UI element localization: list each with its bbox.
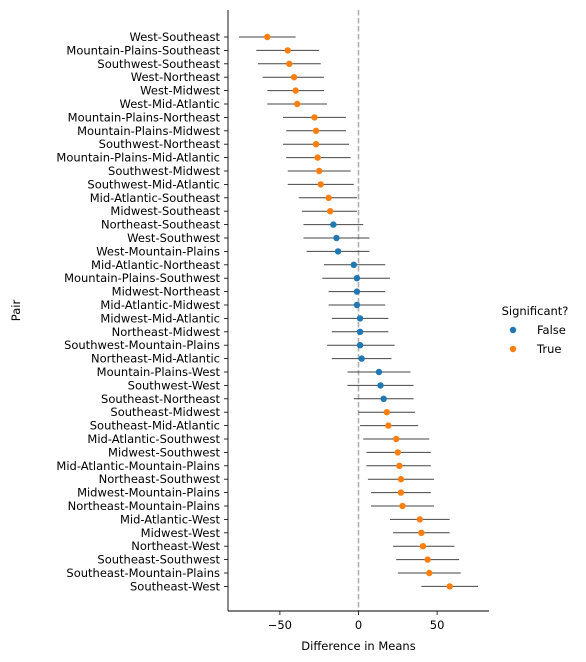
- y-tick-label: Northeast-Mid-Atlantic: [91, 352, 220, 366]
- x-tick-label: 50: [430, 618, 445, 632]
- mean-point: [264, 33, 271, 41]
- y-tick-label: West-Mid-Atlantic: [120, 97, 220, 111]
- y-tick-label: Mid-Atlantic-Southeast: [90, 191, 221, 205]
- mean-point: [375, 368, 383, 376]
- mean-point: [356, 342, 364, 349]
- mean-point: [315, 167, 323, 175]
- y-tick-label: Mountain-Plains-Southwest: [64, 271, 220, 285]
- y-tick-label: Midwest-West: [141, 526, 221, 540]
- y-tick-label: Southeast-Midwest: [110, 405, 220, 419]
- legend: Significant? False True: [502, 304, 569, 356]
- y-tick-label: Southeast-Mountain-Plains: [66, 566, 220, 580]
- legend-title: Significant?: [502, 304, 569, 318]
- y-tick-label: Mountain-Plains-Midwest: [77, 124, 220, 138]
- mean-point: [416, 516, 424, 523]
- mean-point: [397, 476, 405, 483]
- mean-point: [419, 543, 427, 550]
- y-tick-label: Southeast-Southwest: [97, 553, 220, 567]
- mean-point: [333, 234, 340, 242]
- y-tick-label: Midwest-Mid-Atlantic: [100, 311, 220, 325]
- mean-point: [393, 435, 400, 443]
- y-tick-label: Mountain-Plains-Mid-Atlantic: [56, 151, 220, 165]
- mean-point: [353, 301, 361, 309]
- y-tick-label: Midwest-Southwest: [108, 445, 220, 459]
- mean-point: [356, 328, 364, 335]
- y-tick-label: Mid-Atlantic-Southwest: [87, 432, 220, 446]
- y-tick-label: Southeast-West: [130, 579, 220, 593]
- y-tick-label: Southwest-Midwest: [108, 164, 220, 178]
- legend-label-false: False: [537, 323, 566, 337]
- mean-point: [353, 275, 361, 282]
- mean-point: [424, 556, 431, 563]
- y-tick-label: Northeast-West: [131, 539, 220, 553]
- mean-point: [385, 422, 392, 429]
- mean-point: [286, 60, 293, 67]
- axes: West-SoutheastMountain-Plains-SoutheastS…: [56, 10, 489, 632]
- mean-point: [293, 100, 301, 108]
- y-tick-label: Southwest-Southeast: [97, 57, 220, 71]
- y-tick-label: Northeast-Midwest: [112, 325, 221, 339]
- mean-point: [397, 489, 405, 496]
- mean-point: [292, 87, 299, 94]
- y-tick-label: Mid-Atlantic-West: [120, 512, 220, 526]
- y-tick-label: Mid-Atlantic-Northeast: [91, 258, 220, 272]
- legend-marker-false: [509, 326, 517, 334]
- y-tick-label: West-Northeast: [131, 70, 221, 84]
- y-tick-label: Northeast-Southeast: [101, 218, 220, 232]
- mean-point: [326, 208, 334, 215]
- y-tick-label: West-Midwest: [140, 84, 220, 98]
- plot-area: [239, 10, 478, 611]
- y-axis-label: Pair: [9, 300, 23, 322]
- mean-point: [312, 127, 320, 134]
- mean-point: [418, 529, 425, 536]
- y-tick-label: Mid-Atlantic-Midwest: [100, 298, 220, 312]
- y-tick-label: West-Southeast: [130, 30, 221, 44]
- mean-point: [314, 154, 321, 161]
- x-axis-label: Difference in Means: [301, 639, 415, 653]
- y-tick-label: Mountain-Plains-Northeast: [68, 110, 221, 124]
- mean-point: [377, 382, 384, 389]
- y-tick-label: Southeast-Mid-Atlantic: [90, 419, 220, 433]
- y-tick-label: Midwest-Northeast: [112, 285, 221, 299]
- x-tick-label: 0: [355, 618, 362, 632]
- mean-point: [317, 181, 324, 188]
- mean-point: [325, 194, 332, 201]
- y-tick-label: West-Mountain-Plains: [96, 244, 220, 258]
- mean-point: [311, 114, 318, 121]
- mean-point: [426, 569, 433, 577]
- mean-point: [358, 355, 365, 362]
- y-tick-label: Mountain-Plains-Southeast: [66, 43, 220, 57]
- y-tick-label: Northeast-Mountain-Plains: [68, 499, 220, 513]
- y-tick-label: West-Southwest: [127, 231, 220, 245]
- mean-point: [394, 449, 402, 456]
- y-tick-label: Southeast-Northeast: [101, 392, 220, 406]
- mean-point: [284, 47, 291, 54]
- x-tick-label: −50: [268, 618, 292, 632]
- y-tick-label: Southwest-West: [128, 378, 221, 392]
- y-tick-label: Southwest-Mountain-Plains: [64, 338, 220, 352]
- mean-point: [446, 583, 453, 590]
- mean-point: [380, 395, 387, 402]
- mean-point: [356, 315, 364, 322]
- mean-point: [383, 409, 391, 416]
- y-tick-label: Mountain-Plains-West: [97, 365, 221, 379]
- mean-point: [312, 141, 320, 148]
- legend-label-true: True: [536, 342, 561, 356]
- y-tick-label: Northeast-Southwest: [99, 472, 221, 486]
- mean-point: [334, 248, 342, 255]
- legend-marker-true: [509, 345, 517, 353]
- y-tick-label: Midwest-Mountain-Plains: [77, 486, 220, 500]
- mean-point: [290, 74, 298, 81]
- mean-point: [399, 502, 406, 510]
- y-tick-label: Southwest-Mid-Atlantic: [87, 177, 220, 191]
- y-tick-label: Southwest-Northeast: [99, 137, 221, 151]
- mean-point: [353, 288, 361, 295]
- mean-point: [396, 462, 403, 469]
- mean-point: [350, 261, 357, 268]
- y-tick-label: Mid-Atlantic-Mountain-Plains: [56, 459, 220, 473]
- y-tick-label: Midwest-Southeast: [110, 204, 220, 218]
- mean-point: [330, 221, 337, 228]
